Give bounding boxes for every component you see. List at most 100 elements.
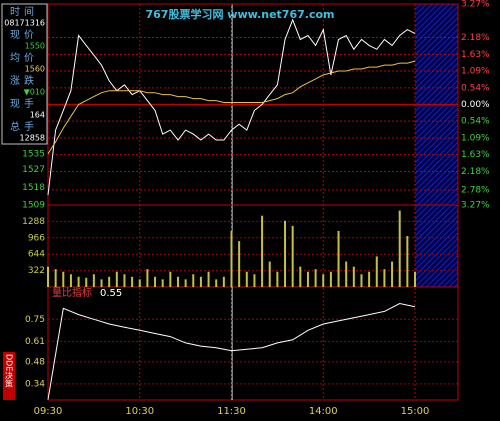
volume-bar [192,274,195,287]
volume-bar [108,276,111,287]
after-hours-area [415,4,458,287]
volume-bar [406,236,409,287]
y2-tick-label: 0.54% [461,117,490,127]
y2-tick-label: 2.18% [461,33,490,43]
info-label: 均价 [10,52,38,64]
volume-bar [146,269,149,287]
volume-bar [253,274,256,287]
line-series [47,302,416,400]
y-tick-label: 1535 [22,149,45,159]
volume-bar [199,276,202,287]
volume-bar [375,256,378,287]
x-tick-label: 11:30 [217,406,246,417]
volume-bar [360,274,363,287]
info-value: 1560 [25,65,45,74]
side-tab [3,352,15,400]
volume-bar [69,274,72,287]
volume-bar [306,271,309,287]
y-tick-label: 1509 [22,201,45,211]
volume-bar [47,266,49,287]
y2-tick-label: 0.00% [461,100,490,110]
info-value: 1550 [25,42,45,51]
volume-bar [238,241,241,287]
y2-tick-label: 1.09% [461,134,490,144]
volume-bar [115,271,118,287]
volume-bar [268,261,271,287]
volume-bar [215,279,218,287]
volume-bar [230,230,233,287]
info-value: 12858 [20,134,45,143]
volume-bar [184,279,187,287]
volume-bar [284,220,287,287]
volume-bar [154,276,157,287]
y-tick-label: 0.34 [25,379,45,389]
y-tick-label: 0.48 [25,357,45,367]
y2-tick-label: 0.54% [461,83,490,93]
indicator-panel [47,286,459,401]
info-label: 时间 [10,5,38,18]
info-box [1,3,48,145]
volume-bar [161,279,164,287]
volume-bar [276,271,279,287]
volume-bar [54,269,57,287]
side-tab-label: DDE决策 [5,354,14,388]
x-tick-label: 14:00 [309,406,338,417]
volume-bar [62,271,65,287]
volume-bar [345,261,348,287]
y-tick-label: 1288 [22,217,45,227]
volume-bar [169,271,172,287]
line-series [47,18,416,196]
y2-tick-label: 3.27% [461,201,490,211]
y-tick-label: 1527 [22,165,45,175]
volume-bar [176,276,179,287]
volume-bar [77,276,80,287]
volume-bar [207,271,210,287]
watermark: 767股票学习网 www.net767.com [146,7,335,21]
x-tick-label: 09:30 [34,406,63,417]
volume-bar [261,215,264,287]
volume-bar [383,269,386,287]
volume-bar [314,269,317,287]
y2-tick-label: 3.27% [461,0,490,10]
indicator-value: 0.55 [100,288,122,299]
y2-tick-label: 1.63% [461,150,490,160]
y2-tick-label: 1.09% [461,67,490,77]
volume-bar [329,271,332,287]
volume-bar [337,230,340,287]
volume-bar [352,266,355,287]
volume-bar [131,276,134,287]
volume-bar [85,277,88,287]
indicator-title: 量比指标 [52,286,92,299]
x-tick-label: 15:00 [401,406,430,417]
y-tick-label: 0.61 [25,337,45,347]
y-tick-label: 644 [28,250,45,260]
y-tick-label: 1518 [22,183,45,193]
x-tick-label: 10:30 [125,406,154,417]
volume-bar [398,210,401,287]
info-label: 总手 [10,120,38,133]
y-tick-label: 966 [28,233,45,243]
info-value: 08171316 [4,19,45,28]
volume-bar [322,274,325,287]
volume-bar [391,261,394,287]
volume-bar [245,271,248,287]
info-label: 现价 [10,29,38,41]
info-label: 涨跌 [10,74,38,87]
y2-tick-label: 1.63% [461,50,490,60]
volume-bar [100,279,103,287]
volume-bar [138,279,141,287]
line-series [47,60,416,155]
y-tick-label: 0.75 [25,315,45,325]
info-label: 现手 [10,97,38,110]
volume-bar [368,271,371,287]
volume-bar [123,274,126,287]
volume-bar [222,276,225,287]
y-tick-label: 322 [28,266,45,276]
volume-bar [291,225,294,287]
y2-tick-label: 2.18% [461,167,490,177]
info-value: 164 [30,111,45,120]
volume-bar [299,266,302,287]
volume-bar [414,271,416,287]
